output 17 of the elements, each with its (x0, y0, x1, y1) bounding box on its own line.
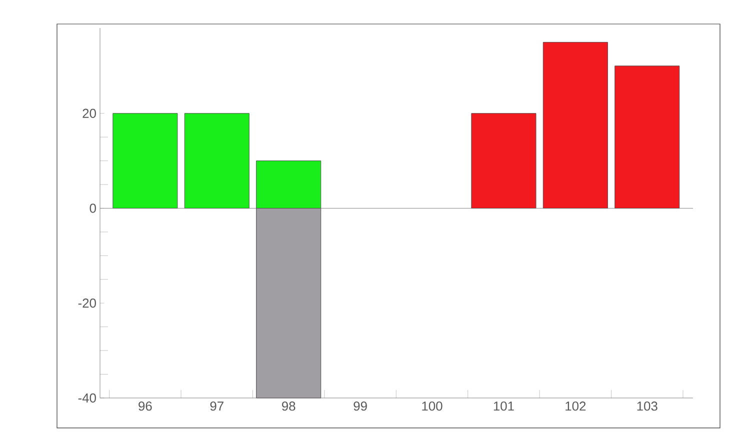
y-tick-label: 0 (90, 204, 96, 213)
bar (184, 113, 250, 208)
x-tick-label: 101 (494, 402, 514, 411)
x-tick-label: 97 (210, 402, 224, 411)
x-tick-label: 100 (422, 402, 442, 411)
y-tick-label: -40 (78, 393, 96, 403)
y-tick-label: -20 (78, 298, 96, 308)
x-tick-label: 102 (566, 402, 586, 411)
bar (542, 42, 608, 208)
y-tick-label: 20 (82, 108, 96, 118)
x-tick-label: 99 (354, 402, 367, 411)
x-tick-label: 98 (282, 402, 296, 411)
bar (471, 113, 536, 208)
x-tick-label: 103 (637, 402, 658, 411)
x-tick-label: 96 (138, 402, 152, 411)
bar (112, 113, 178, 208)
bar (614, 66, 680, 208)
